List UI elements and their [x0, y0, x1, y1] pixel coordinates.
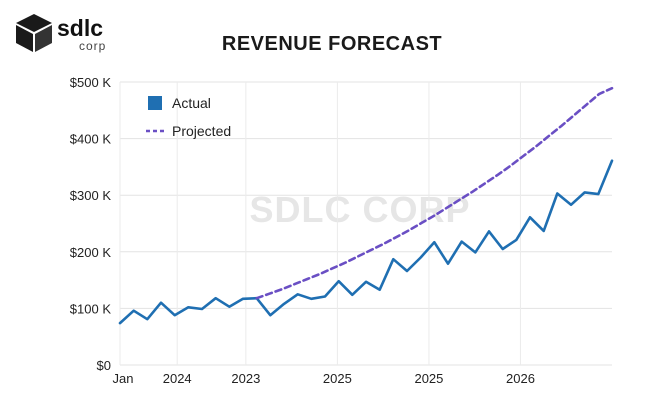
- x-axis-ticks: Jan 2024 2023 2025 2025 2026: [113, 371, 535, 386]
- y-tick-label: $100 K: [70, 301, 112, 316]
- company-logo: sdlc corp: [16, 14, 106, 53]
- y-tick-label: $200 K: [70, 245, 112, 260]
- x-tick-label: 2023: [231, 371, 260, 386]
- legend-label-actual: Actual: [172, 95, 211, 111]
- logo-sub-text: corp: [79, 39, 106, 53]
- y-axis-ticks: $0 $100 K $200 K $300 K $400 K $500 K: [70, 75, 112, 373]
- chart-legend: Actual Projected: [146, 95, 231, 139]
- x-tick-label: 2025: [414, 371, 443, 386]
- watermark-text: SDLC CORP: [249, 189, 470, 230]
- chart-series: [118, 86, 614, 325]
- y-tick-label: $300 K: [70, 188, 112, 203]
- y-tick-label: $400 K: [70, 132, 112, 147]
- x-tick-label: 2024: [163, 371, 192, 386]
- y-tick-label: $0: [97, 358, 111, 373]
- cube-logo-icon: [16, 14, 52, 52]
- legend-label-projected: Projected: [172, 123, 231, 139]
- grid-lines: [119, 81, 612, 366]
- x-tick-label: Jan: [113, 371, 134, 386]
- x-tick-label: 2025: [323, 371, 352, 386]
- series-line-actual: [118, 159, 614, 325]
- logo-brand-text: sdlc: [57, 15, 103, 41]
- x-tick-label: 2026: [506, 371, 535, 386]
- legend-swatch-actual: [148, 96, 162, 110]
- chart-title: REVENUE FORECAST: [221, 33, 443, 55]
- y-tick-label: $500 K: [70, 75, 112, 90]
